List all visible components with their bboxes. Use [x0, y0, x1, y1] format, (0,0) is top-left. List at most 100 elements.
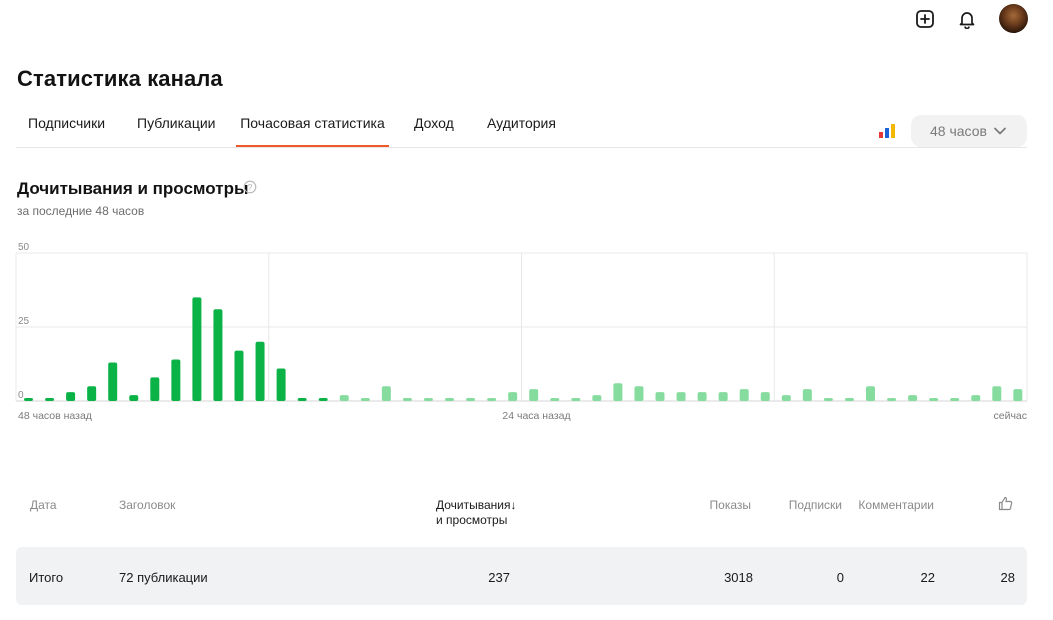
chart-bar[interactable]	[655, 392, 665, 401]
col-likes[interactable]	[998, 496, 1013, 514]
chart-bar[interactable]	[781, 395, 791, 401]
notifications-button[interactable]	[954, 6, 980, 32]
chart-bar[interactable]	[802, 389, 812, 401]
bell-icon	[959, 12, 975, 29]
chart-bar[interactable]	[508, 392, 518, 401]
chart-bar[interactable]	[887, 398, 897, 401]
create-button[interactable]	[912, 6, 938, 32]
total-label: Итого	[29, 570, 64, 585]
chevron-down-icon	[994, 127, 1006, 135]
chart-bar[interactable]	[634, 386, 644, 401]
chart-bar[interactable]	[297, 398, 307, 401]
x-axis-label: сейчас	[993, 410, 1027, 422]
col-title[interactable]: Заголовок	[119, 498, 176, 512]
chart-bar[interactable]	[697, 392, 707, 401]
total-subs: 0	[836, 570, 844, 585]
help-button[interactable]: ?	[243, 180, 257, 194]
chart-bar[interactable]	[760, 392, 770, 401]
chart-bar[interactable]	[571, 398, 581, 401]
chart-bar[interactable]	[129, 395, 139, 401]
page-title: Статистика канала	[17, 66, 223, 91]
col-shows[interactable]: Показы	[709, 498, 751, 512]
chart-bar[interactable]	[950, 398, 960, 401]
col-comments[interactable]: Комментарии	[858, 498, 934, 512]
chart-bar[interactable]	[823, 398, 833, 401]
chart-bar[interactable]	[739, 389, 749, 401]
chart-bar[interactable]	[423, 398, 433, 401]
chart-y-ticks: 50 25 0	[18, 242, 30, 401]
x-axis-label: 24 часа назад	[502, 410, 570, 422]
col-date[interactable]: Дата	[30, 498, 57, 512]
tab-subscribers[interactable]: Подписчики	[28, 115, 106, 131]
chart-bar[interactable]	[929, 398, 939, 401]
top-bar	[0, 0, 1053, 40]
chart-bar[interactable]	[676, 392, 686, 401]
chart-bar[interactable]	[213, 309, 223, 401]
tab-publications[interactable]: Публикации	[137, 115, 216, 131]
chart-bar[interactable]	[402, 398, 412, 401]
col-subs[interactable]: Подписки	[788, 498, 842, 512]
period-select[interactable]: 48 часов	[911, 115, 1027, 147]
chart-bar[interactable]	[613, 383, 623, 401]
y-tick-label: 25	[18, 316, 30, 327]
section-title: Дочитывания и просмотры	[17, 179, 249, 198]
plus-square-icon	[916, 10, 934, 28]
chart-bar[interactable]	[360, 398, 370, 401]
total-comments: 22	[920, 570, 935, 585]
chart-bar[interactable]	[971, 395, 981, 401]
chart-bar[interactable]	[66, 392, 76, 401]
table-header: Дата Заголовок Дочитывания↓ и просмотры …	[16, 490, 1027, 540]
total-shows: 3018	[724, 570, 753, 585]
chart-bar[interactable]	[381, 386, 391, 401]
chart-bar[interactable]	[318, 398, 328, 401]
total-reads: 237	[488, 570, 510, 585]
chart-bar[interactable]	[1013, 389, 1023, 401]
chart-bar[interactable]	[992, 386, 1002, 401]
tab-hourly-stats[interactable]: Почасовая статистика	[236, 104, 389, 147]
chart-bars	[24, 297, 1023, 401]
chart-bar[interactable]	[339, 395, 349, 401]
period-select-value: 48 часов	[930, 123, 987, 139]
thumbs-up-icon	[998, 496, 1013, 511]
total-publications: 72 публикации	[119, 570, 208, 585]
tabs-bar: Подписчики Публикации Почасовая статисти…	[16, 104, 1027, 148]
chart-bar[interactable]	[718, 392, 728, 401]
chart-bar[interactable]	[192, 297, 202, 401]
avatar[interactable]	[999, 4, 1028, 33]
chart-bar[interactable]	[234, 350, 244, 401]
chart-bar[interactable]	[866, 386, 875, 401]
chart-bar[interactable]	[150, 377, 160, 401]
col-reads-line2: и просмотры	[436, 513, 508, 527]
section-subtitle: за последние 48 часов	[17, 204, 145, 218]
question-circle-icon: ?	[243, 180, 257, 194]
chart-type-toggle[interactable]	[879, 123, 896, 138]
tab-income[interactable]: Доход	[414, 115, 454, 131]
chart-bar[interactable]	[108, 362, 118, 401]
chart-bar[interactable]	[487, 398, 497, 401]
total-likes: 28	[1000, 570, 1015, 585]
y-tick-label: 50	[18, 242, 30, 253]
sort-arrow-icon: ↓	[510, 498, 517, 512]
bar-chart-icon	[879, 124, 895, 138]
chart-bar[interactable]	[592, 395, 602, 401]
chart-grid	[15, 252, 1028, 402]
tab-audience[interactable]: Аудитория	[487, 115, 556, 131]
chart-bar[interactable]	[255, 341, 265, 401]
chart-bar[interactable]	[908, 395, 918, 401]
svg-text:?: ?	[248, 182, 253, 192]
chart-bar[interactable]	[445, 398, 454, 401]
chart-x-labels: 48 часов назад 24 часа назад сейчас	[18, 410, 1027, 422]
chart-bar[interactable]	[87, 386, 97, 401]
col-reads-views[interactable]: Дочитывания↓ и просмотры	[436, 498, 517, 528]
col-reads-line1: Дочитывания	[436, 498, 511, 512]
reads-views-chart: 50 25 0 48 часов назад 24 часа назад сейчас	[15, 242, 1028, 422]
chart-bar[interactable]	[466, 398, 476, 401]
total-row: Итого 72 публикации 237 3018 0 22 28	[16, 547, 1027, 605]
chart-bar[interactable]	[45, 398, 55, 401]
chart-bar[interactable]	[844, 398, 854, 401]
chart-bar[interactable]	[171, 359, 181, 401]
chart-bar[interactable]	[24, 398, 33, 401]
chart-bar[interactable]	[276, 368, 286, 401]
chart-bar[interactable]	[550, 398, 560, 401]
chart-bar[interactable]	[529, 389, 539, 401]
